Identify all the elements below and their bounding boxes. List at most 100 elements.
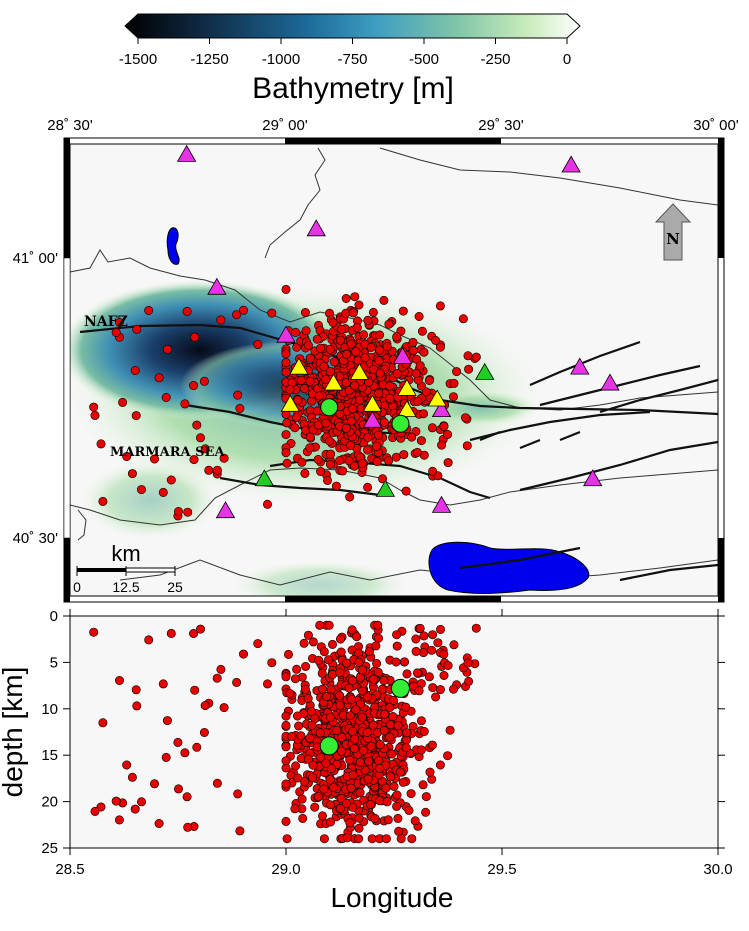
- event-marker: [287, 731, 297, 741]
- event-marker: [321, 758, 331, 768]
- event-marker: [338, 466, 348, 476]
- event-marker: [374, 356, 384, 366]
- event-marker: [418, 780, 428, 790]
- event-marker: [448, 392, 458, 402]
- station-marker-magenta: [561, 155, 581, 173]
- event-marker: [358, 745, 368, 755]
- event-marker: [336, 647, 346, 657]
- colorbar-ticks: -1500 -1250 -1000 -750 -500 -250 0: [119, 38, 571, 68]
- event-marker: [393, 720, 403, 730]
- event-marker: [308, 773, 318, 783]
- event-marker: [414, 311, 424, 321]
- event-marker: [424, 375, 434, 385]
- event-marker: [96, 802, 106, 812]
- y-tick-label: 15: [41, 747, 58, 764]
- event-marker: [348, 770, 358, 780]
- depth-x-ticks: 28.5 29.0 29.5 30.0: [55, 609, 733, 878]
- event-marker: [321, 374, 331, 384]
- event-marker: [391, 452, 401, 462]
- event-marker: [385, 703, 395, 713]
- event-marker: [317, 811, 327, 821]
- event-marker: [375, 739, 385, 749]
- event-marker: [127, 772, 137, 782]
- event-marker: [364, 646, 374, 656]
- event-marker: [297, 794, 307, 804]
- event-marker: [354, 813, 364, 823]
- event-marker: [114, 815, 124, 825]
- event-marker: [324, 620, 334, 630]
- event-marker: [316, 466, 326, 476]
- map-frame: [63, 137, 725, 603]
- event-marker: [345, 492, 355, 502]
- event-marker: [411, 368, 421, 378]
- event-marker: [335, 668, 345, 678]
- event-marker: [372, 457, 382, 467]
- event-marker: [428, 466, 438, 476]
- station-marker-yellow: [323, 373, 344, 391]
- event-marker: [267, 308, 277, 318]
- event-marker: [387, 749, 397, 759]
- event-marker: [313, 420, 323, 430]
- event-marker: [379, 295, 389, 305]
- event-marker: [162, 344, 172, 354]
- event-marker: [308, 637, 318, 647]
- event-marker: [427, 645, 437, 655]
- event-marker: [412, 668, 422, 678]
- event-marker: [350, 734, 360, 744]
- event-marker: [348, 404, 358, 414]
- sea-label: MARMARA SEA: [110, 445, 225, 460]
- colorbar-tick-label: 0: [563, 51, 571, 68]
- event-marker: [439, 670, 449, 680]
- event-marker: [341, 378, 351, 388]
- event-marker: [322, 691, 332, 701]
- event-marker: [308, 760, 318, 770]
- event-marker: [435, 342, 445, 352]
- event-marker: [372, 658, 382, 668]
- event-marker: [342, 833, 352, 843]
- event-marker: [335, 691, 345, 701]
- event-marker: [428, 630, 438, 640]
- event-marker: [398, 777, 408, 787]
- event-marker: [137, 485, 147, 495]
- event-marker: [232, 310, 242, 320]
- event-marker: [300, 468, 310, 478]
- station-marker-green: [375, 479, 396, 497]
- event-marker: [341, 423, 351, 433]
- event-marker: [192, 420, 202, 430]
- event-marker: [182, 306, 192, 316]
- event-marker: [363, 315, 373, 325]
- event-marker: [449, 378, 459, 388]
- station-marker-magenta: [570, 357, 590, 375]
- colorbar-bar: [124, 13, 581, 39]
- event-marker: [296, 375, 306, 385]
- event-marker: [373, 430, 383, 440]
- event-marker: [424, 672, 434, 682]
- event-marker: [285, 384, 295, 394]
- event-marker: [154, 373, 164, 383]
- event-marker: [407, 834, 417, 844]
- event-marker: [375, 368, 385, 378]
- event-marker: [321, 418, 331, 428]
- station-marker-yellow: [349, 362, 370, 380]
- event-marker: [337, 746, 347, 756]
- event-marker: [375, 345, 385, 355]
- event-marker: [393, 813, 403, 823]
- event-marker: [115, 675, 125, 685]
- event-marker: [325, 775, 335, 785]
- event-marker: [182, 792, 192, 802]
- north-arrow-icon: N: [654, 203, 692, 261]
- station-marker-magenta: [362, 410, 383, 428]
- event-marker: [98, 718, 108, 728]
- event-marker: [118, 397, 128, 407]
- event-marker: [435, 685, 445, 695]
- fault-label: NAFZ: [84, 314, 128, 330]
- event-marker: [315, 620, 325, 630]
- event-marker: [281, 448, 291, 458]
- event-marker: [317, 668, 327, 678]
- event-marker: [292, 664, 302, 674]
- event-marker: [350, 380, 360, 390]
- event-marker: [348, 726, 358, 736]
- station-marker-magenta: [306, 219, 326, 237]
- event-marker: [347, 625, 357, 635]
